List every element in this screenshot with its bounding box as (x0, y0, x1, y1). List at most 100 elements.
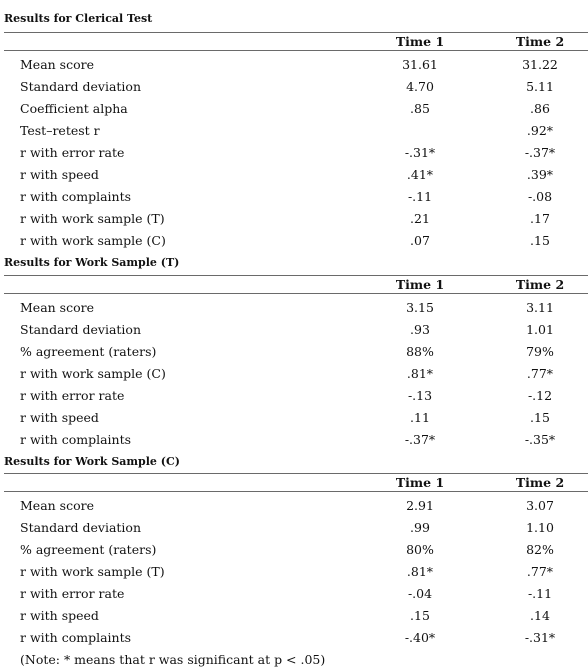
section-title-work-sample-t: Results for Work Sample (T) (4, 256, 180, 269)
time1-value: .85 (410, 101, 430, 116)
table-row: r with speed .41* .39* (0, 167, 588, 189)
section-divider (4, 473, 588, 474)
time1-value: -.11 (407, 189, 433, 204)
time2-value: .77* (526, 564, 554, 579)
header-divider (4, 50, 588, 51)
row-label: % agreement (raters) (20, 344, 157, 359)
time1-value: .81* (406, 366, 434, 381)
row-label: % agreement (raters) (20, 542, 157, 557)
significance-note: (Note: * means that r was significant at… (20, 652, 326, 667)
time2-value: -.31* (524, 630, 556, 645)
time2-value: 79% (526, 344, 554, 359)
time2-value: 1.01 (526, 322, 554, 337)
time1-value: 31.61 (402, 57, 438, 72)
time1-value: 88% (406, 344, 434, 359)
table-row: Coefficient alpha .85 .86 (0, 101, 588, 123)
time1-value: 3.15 (406, 300, 434, 315)
row-label: r with error rate (20, 145, 125, 160)
row-label: Coefficient alpha (20, 101, 128, 116)
time2-value: -.37* (524, 145, 556, 160)
row-label: r with speed (20, 608, 99, 623)
time2-value: -.11 (527, 586, 553, 601)
section-divider (4, 275, 588, 276)
time1-value: .21 (410, 211, 430, 226)
row-label: r with error rate (20, 586, 125, 601)
time1-value: .99 (410, 520, 430, 535)
time1-value: -.31* (404, 145, 436, 160)
table-row: Standard deviation .93 1.01 (0, 322, 588, 344)
table-row: r with complaints -.11 -.08 (0, 189, 588, 211)
header-divider (4, 491, 588, 492)
time1-value: -.13 (407, 388, 433, 403)
table-row: r with complaints -.40* -.31* (0, 630, 588, 652)
column-header-time1: Time 1 (395, 34, 445, 49)
time1-value: 80% (406, 542, 434, 557)
table-row: r with speed .15 .14 (0, 608, 588, 630)
table-row: Mean score 31.61 31.22 (0, 57, 588, 79)
section-divider (4, 32, 588, 33)
row-label: r with complaints (20, 189, 132, 204)
time2-value: .92* (526, 123, 554, 138)
time2-value: 1.10 (526, 520, 554, 535)
time1-value: .07 (410, 233, 430, 248)
table-row: r with error rate -.13 -.12 (0, 388, 588, 410)
row-label: Mean score (20, 300, 94, 315)
row-label: r with speed (20, 167, 99, 182)
time2-value: .17 (530, 211, 550, 226)
table-row: r with work sample (C) .81* .77* (0, 366, 588, 388)
section-title-work-sample-c: Results for Work Sample (C) (4, 455, 180, 468)
time1-value: .11 (410, 410, 430, 425)
table-row: r with error rate -.31* -.37* (0, 145, 588, 167)
column-header-time1: Time 1 (395, 277, 445, 292)
table-row: % agreement (raters) 88% 79% (0, 344, 588, 366)
column-header-time2: Time 2 (515, 475, 565, 490)
row-label: r with work sample (C) (20, 233, 166, 248)
table-row: Mean score 3.15 3.11 (0, 300, 588, 322)
row-label: r with work sample (T) (20, 211, 165, 226)
time2-value: -.12 (527, 388, 553, 403)
column-header-time2: Time 2 (515, 34, 565, 49)
row-label: Standard deviation (20, 520, 142, 535)
row-label: Mean score (20, 498, 94, 513)
table-row: r with speed .11 .15 (0, 410, 588, 432)
time1-value: -.40* (404, 630, 436, 645)
table-row: r with work sample (T) .21 .17 (0, 211, 588, 233)
row-label: r with complaints (20, 630, 132, 645)
time2-value: .15 (530, 233, 550, 248)
row-label: r with complaints (20, 432, 132, 447)
time1-value: -.37* (404, 432, 436, 447)
table-row: Standard deviation .99 1.10 (0, 520, 588, 542)
time2-value: 3.11 (526, 300, 554, 315)
time2-value: .15 (530, 410, 550, 425)
table-row: % agreement (raters) 80% 82% (0, 542, 588, 564)
table-row: Test–retest r .92* (0, 123, 588, 145)
row-label: Mean score (20, 57, 94, 72)
time1-value: 4.70 (406, 79, 434, 94)
row-label: r with speed (20, 410, 99, 425)
column-header-time2: Time 2 (515, 277, 565, 292)
table-row: r with complaints -.37* -.35* (0, 432, 588, 454)
table-row: r with work sample (T) .81* .77* (0, 564, 588, 586)
section-title-clerical: Results for Clerical Test (4, 12, 153, 25)
time2-value: 5.11 (526, 79, 554, 94)
time1-value: -.04 (407, 586, 433, 601)
time1-value: .41* (406, 167, 434, 182)
table-row: Mean score 2.91 3.07 (0, 498, 588, 520)
row-label: r with work sample (C) (20, 366, 166, 381)
table-row: Standard deviation 4.70 5.11 (0, 79, 588, 101)
header-divider (4, 293, 588, 294)
row-label: Standard deviation (20, 79, 142, 94)
time2-value: .14 (530, 608, 550, 623)
time2-value: .86 (530, 101, 550, 116)
time2-value: .77* (526, 366, 554, 381)
time2-value: .39* (526, 167, 554, 182)
time2-value: 31.22 (522, 57, 558, 72)
time1-value: .93 (410, 322, 430, 337)
column-header-time1: Time 1 (395, 475, 445, 490)
row-label: Test–retest r (20, 123, 100, 138)
time1-value: 2.91 (406, 498, 434, 513)
time2-value: -.08 (527, 189, 553, 204)
time2-value: 3.07 (526, 498, 554, 513)
time2-value: -.35* (524, 432, 556, 447)
time2-value: 82% (526, 542, 554, 557)
